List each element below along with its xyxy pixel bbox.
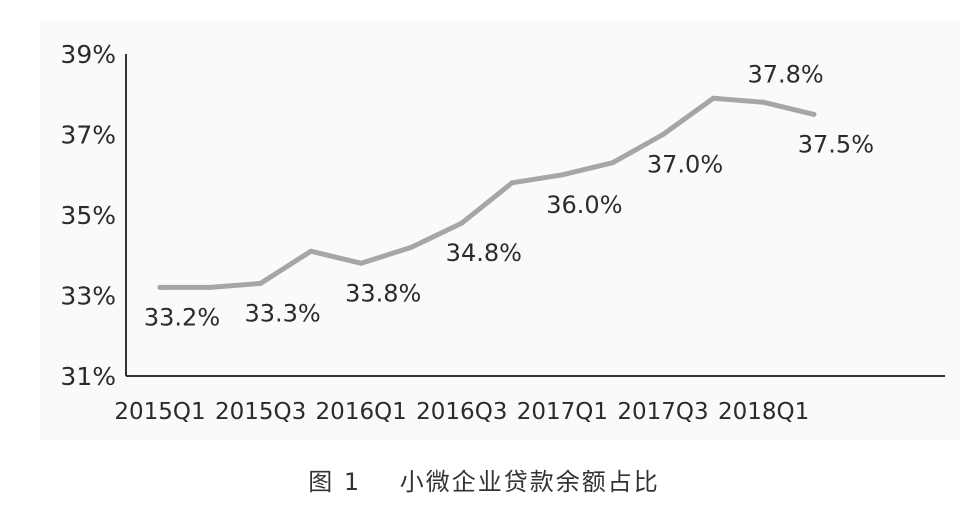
y-tick-label: 31% [60, 362, 116, 391]
x-tick-label: 2016Q3 [416, 399, 507, 425]
figure-number: 图 1 [308, 468, 362, 496]
series-line [157, 95, 817, 290]
data-label: 34.8% [446, 239, 522, 267]
data-label: 33.2% [144, 303, 220, 331]
data-point [761, 99, 767, 105]
x-tick-label: 2015Q1 [114, 399, 205, 425]
data-point [459, 220, 465, 226]
data-point [409, 244, 414, 250]
data-label: 37.0% [647, 151, 723, 179]
y-tick-label: 35% [60, 201, 116, 230]
chart-panel: 31% 33% 35% 37% 39% 2015Q1 2015Q3 2016Q1 2016Q3 2… [40, 20, 960, 440]
data-point [308, 248, 314, 254]
data-point [660, 132, 666, 137]
x-tick-label: 2018Q1 [718, 399, 809, 425]
data-point [509, 180, 515, 186]
line-chart: 31% 33% 35% 37% 39% 2015Q1 2015Q3 2016Q1 2016Q3 2… [60, 40, 945, 425]
data-label: 36.0% [546, 191, 622, 219]
data-point [358, 260, 364, 266]
x-tick-label: 2016Q1 [316, 399, 407, 425]
figure-caption-text: 小微企业贷款余额占比 [399, 468, 660, 496]
data-point [258, 280, 264, 286]
x-tick-label: 2015Q3 [215, 399, 306, 425]
y-tick-label: 37% [60, 121, 116, 150]
x-tick-label: 2017Q1 [517, 399, 608, 425]
data-point [610, 160, 616, 166]
data-label: 33.3% [244, 299, 320, 327]
y-tick-label: 39% [60, 40, 116, 69]
data-point [811, 111, 817, 117]
data-point [710, 95, 716, 101]
figure-caption: 图 1 小微企业贷款余额占比 [0, 462, 968, 497]
data-point [207, 284, 213, 290]
data-label: 37.8% [747, 60, 823, 88]
y-tick-label: 33% [60, 282, 116, 311]
data-point [157, 284, 163, 290]
x-tick-label: 2017Q3 [617, 399, 708, 425]
data-label: 33.8% [345, 279, 421, 307]
data-label: 37.5% [798, 130, 874, 158]
data-point [559, 172, 565, 178]
